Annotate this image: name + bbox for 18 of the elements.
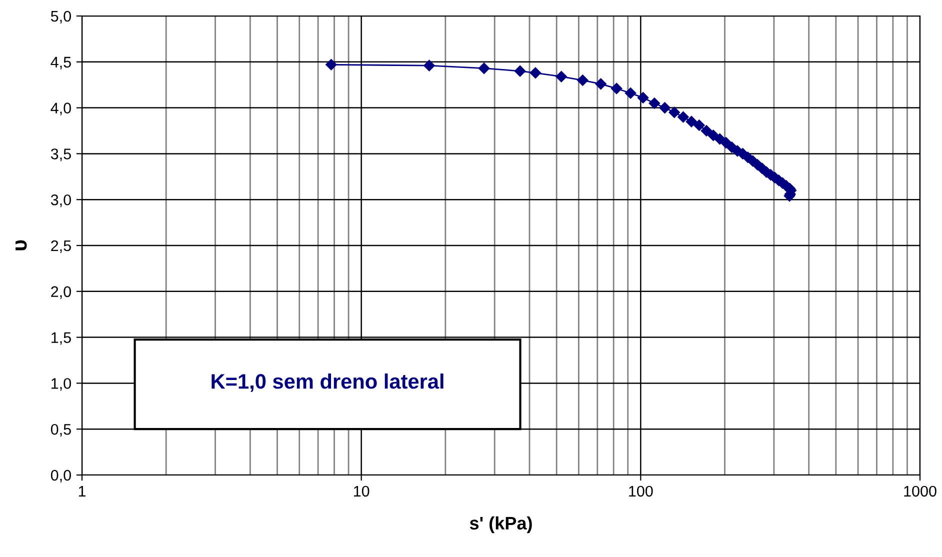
y-tick-label: 1,5 [52,332,71,345]
y-tick-label: 3,0 [50,194,71,208]
y-tick-label: 5,0 [50,10,71,24]
x-tick-label: 10 [354,486,370,497]
x-tick-label: 1 [78,486,86,496]
y-tick-label: 0,0 [50,470,71,482]
annotation: K=1,0 sem dreno lateral [212,373,444,392]
y-tick-label: 1,0 [52,378,71,391]
x-axis-title: s' (kPa) [470,516,532,534]
y-tick-label: 2,0 [51,286,71,299]
y-tick-label: 4,0 [50,102,71,116]
x-tick-label: 1000 [904,486,936,497]
y-axis-title: υ [16,240,27,250]
y-tick-label: 3,5 [50,148,71,162]
x-tick-label: 100 [629,486,653,497]
y-tick-label: 2,5 [51,240,71,253]
y-tick-label: 0,5 [50,424,71,437]
y-tick-label: 4,5 [50,56,71,70]
